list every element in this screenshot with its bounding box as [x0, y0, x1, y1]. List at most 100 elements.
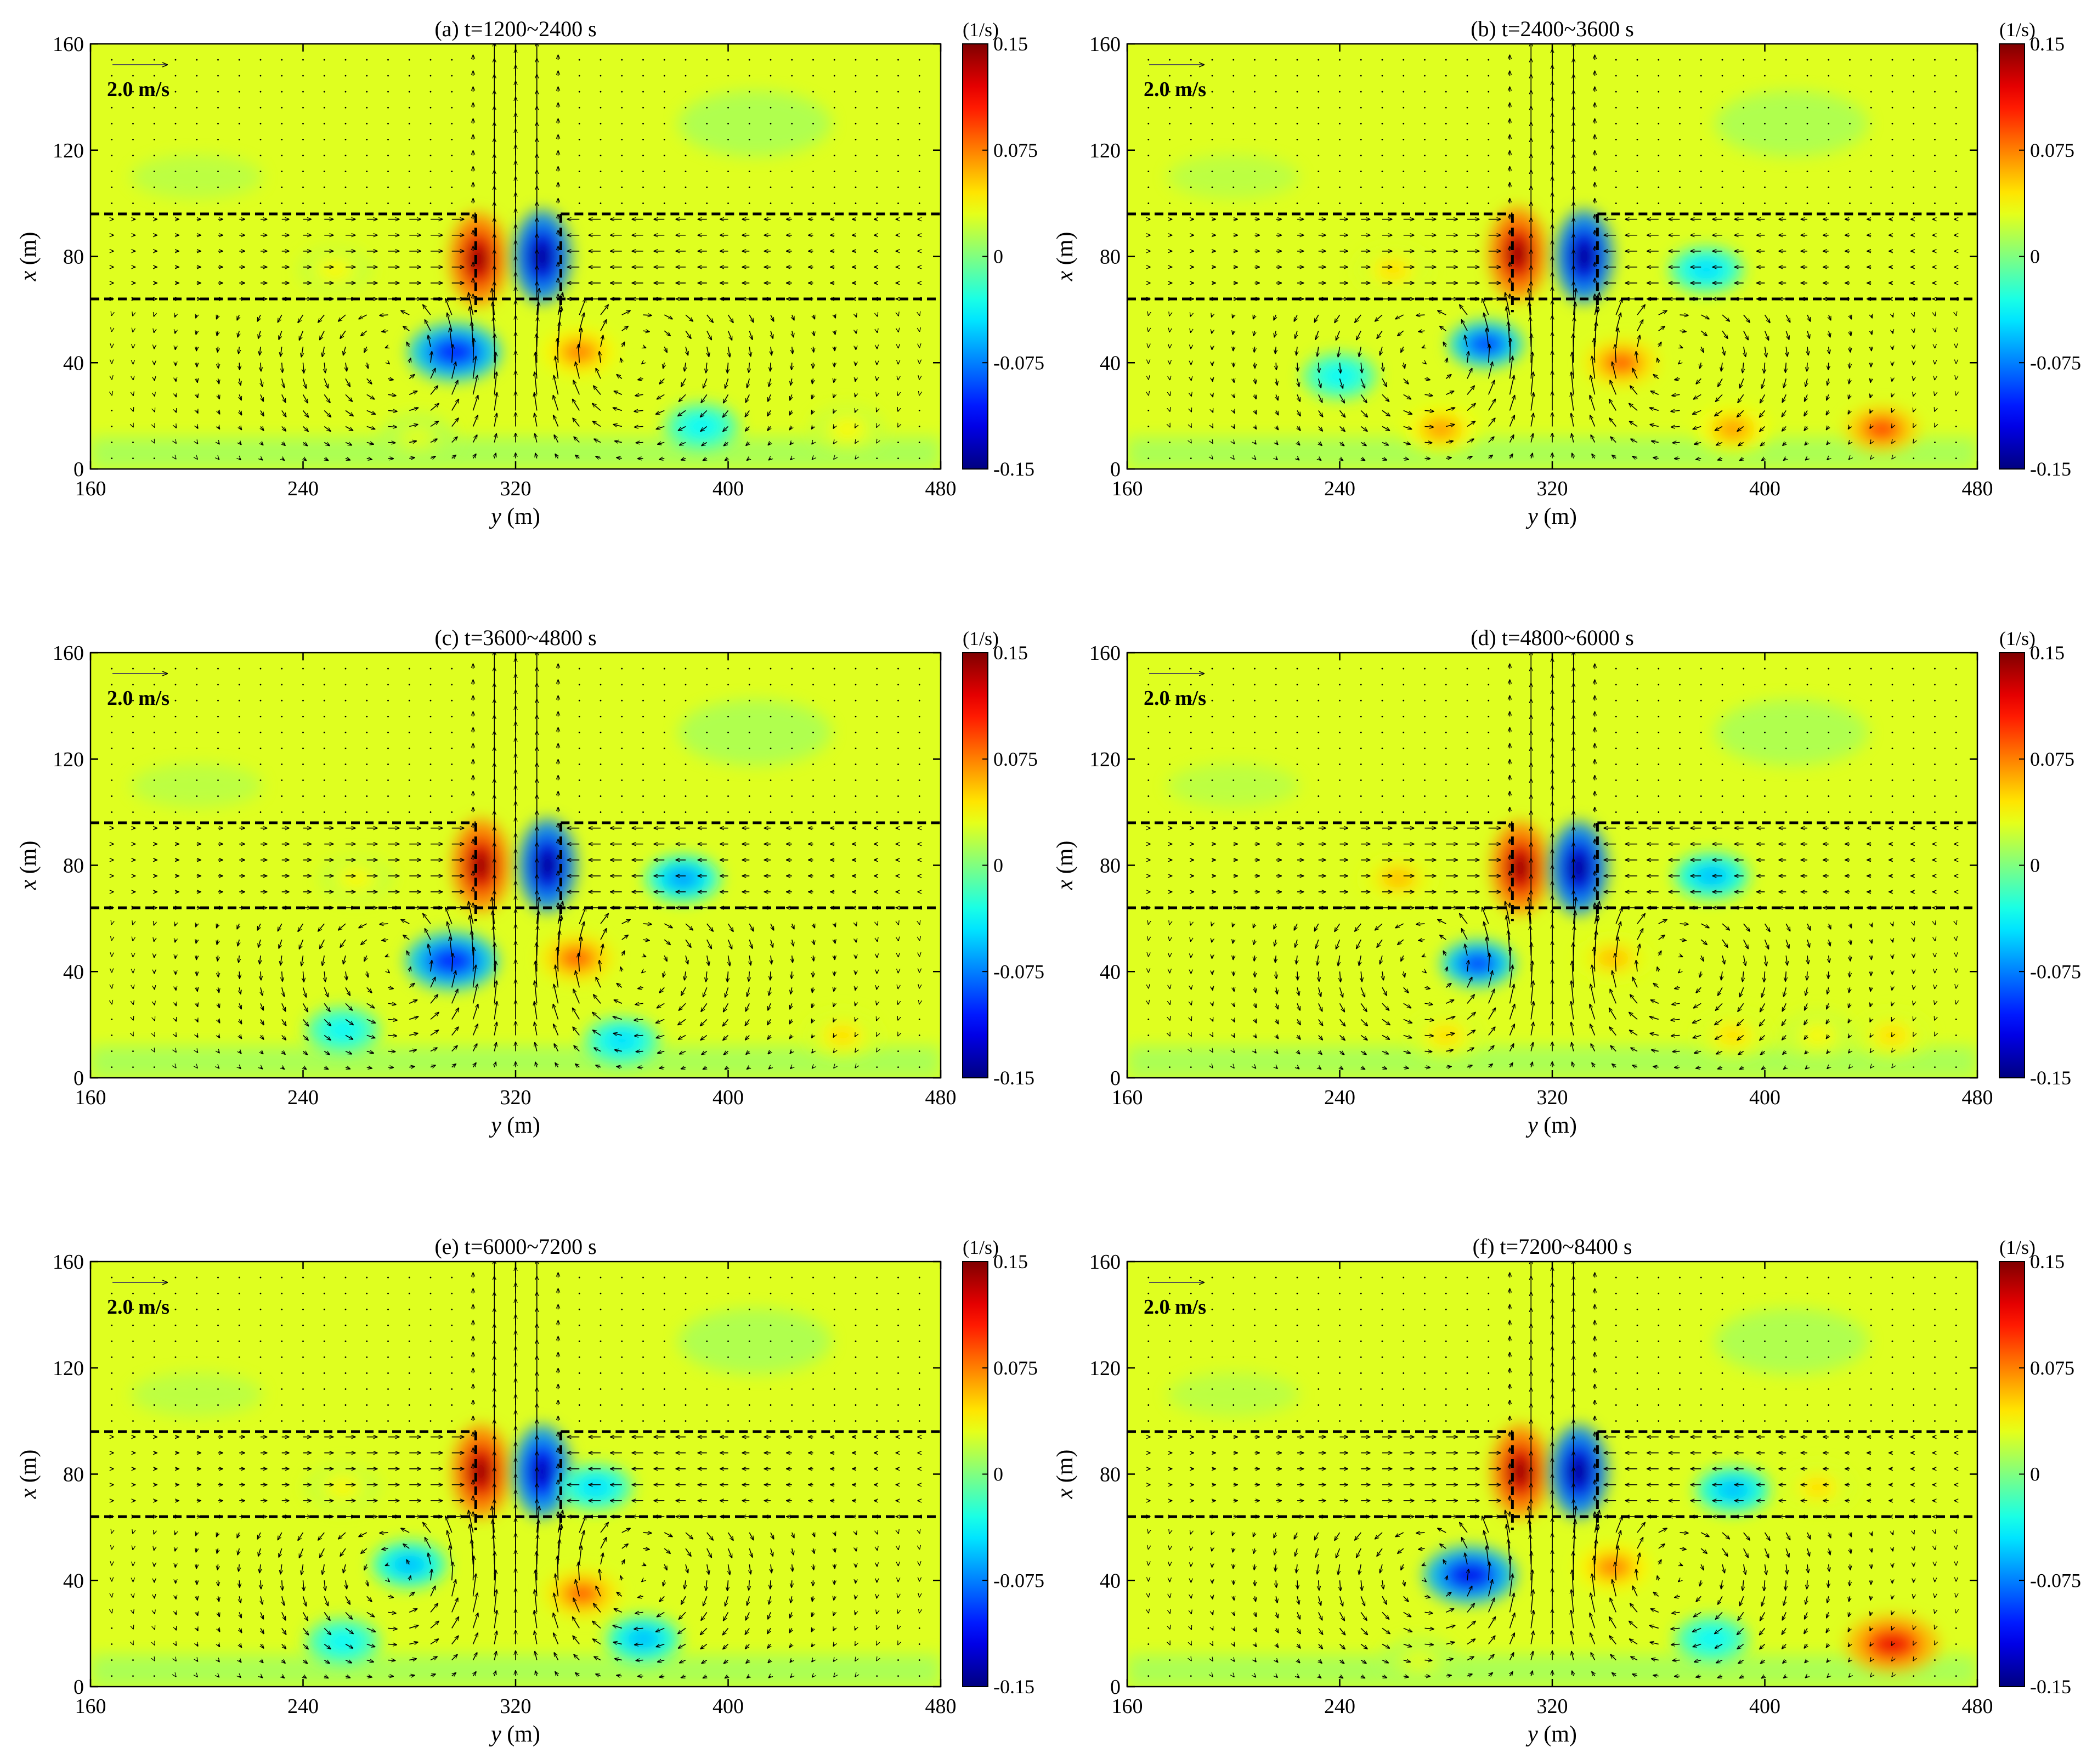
vector-arrow: [770, 971, 771, 980]
vector-dot: [387, 155, 389, 156]
vector-dot: [111, 1034, 113, 1036]
vector-dot: [1615, 715, 1617, 717]
vector-arrow: [303, 443, 308, 446]
vector-dot: [1275, 75, 1277, 77]
vector-dot: [706, 779, 708, 781]
colorbar-tick-label: -0.075: [993, 352, 1044, 374]
vector-arrow: [877, 924, 878, 925]
vector-dot: [1785, 122, 1787, 125]
vector-dot: [366, 1356, 368, 1358]
colorbar-tick-label: 0.075: [993, 748, 1038, 770]
vector-dot: [1488, 155, 1490, 156]
vector-arrow: [812, 443, 813, 444]
vector-dot: [727, 683, 729, 686]
vector-dot: [1254, 59, 1256, 61]
vector-dot: [642, 715, 644, 717]
vector-dot: [1785, 59, 1787, 61]
vortex: [1781, 1012, 1855, 1059]
vector-arrow: [579, 313, 584, 331]
vortex-core: [831, 1028, 853, 1042]
vector-dot: [1296, 75, 1298, 77]
vector-dot: [323, 1340, 325, 1342]
vector-dot: [1424, 155, 1426, 156]
vector-dot: [918, 457, 920, 460]
vector-dot: [408, 1292, 410, 1294]
vector-arrow: [494, 372, 496, 395]
vector-dot: [1190, 764, 1192, 765]
vector-dot: [748, 138, 750, 140]
vector-dot: [429, 1356, 432, 1358]
vector-arrow: [239, 394, 241, 400]
vector-dot: [1466, 138, 1468, 140]
vector-dot: [1254, 668, 1256, 670]
vector-arrow: [855, 1067, 856, 1068]
vector-dot: [387, 91, 389, 93]
vector-dot: [918, 122, 920, 125]
vector-dot: [366, 779, 368, 781]
vector-dot: [259, 122, 262, 125]
vector-dot: [174, 138, 177, 140]
vector-dot: [1955, 699, 1957, 702]
vector-dot: [770, 91, 772, 93]
vector-dot: [1211, 75, 1213, 77]
vector-dot: [600, 202, 602, 205]
vector-arrow: [388, 410, 397, 411]
vector-dot: [1934, 155, 1936, 156]
vector-dot: [706, 668, 708, 670]
vector-dot: [1955, 106, 1957, 109]
vector-dot: [1147, 811, 1150, 813]
vector-dot: [600, 699, 602, 702]
vector-dot: [1806, 811, 1808, 813]
vector-dot: [1849, 747, 1851, 749]
vector-dot: [1764, 731, 1766, 733]
vector-arrow: [574, 437, 580, 443]
y-tick-label: 160: [53, 642, 84, 665]
vector-dot: [196, 1356, 198, 1358]
vector-dot: [1381, 731, 1383, 733]
vector-dot: [1913, 715, 1915, 717]
vector-dot: [578, 138, 580, 140]
vector-dot: [408, 106, 410, 109]
vector-dot: [1636, 811, 1638, 813]
vector-dot: [1679, 138, 1681, 140]
vortex-core: [470, 245, 487, 273]
vector-arrow: [747, 459, 750, 461]
vector-dot: [302, 75, 304, 77]
vector-dot: [642, 91, 644, 93]
vector-dot: [1169, 171, 1171, 172]
vector-dot: [1891, 59, 1893, 61]
vector-dot: [748, 59, 750, 61]
vector-dot: [132, 1372, 134, 1374]
vector-dot: [1764, 138, 1766, 140]
vector-dot: [642, 779, 644, 781]
vector-dot: [217, 1308, 219, 1310]
vector-dot: [1466, 683, 1468, 686]
vector-dot: [132, 138, 134, 140]
vector-dot: [663, 155, 665, 156]
vector-dot: [408, 747, 410, 749]
vector-dot: [1785, 731, 1787, 733]
vector-dot: [1913, 171, 1915, 172]
vector-dot: [1466, 715, 1468, 717]
vector-dot: [1339, 186, 1341, 188]
vector-dot: [663, 715, 665, 717]
vector-dot: [1913, 202, 1915, 205]
vector-arrow: [656, 410, 665, 414]
vector-dot: [408, 1308, 410, 1310]
vector-dot: [1785, 138, 1787, 140]
vector-dot: [132, 683, 134, 686]
vector-dot: [1381, 202, 1383, 205]
vector-dot: [1806, 731, 1808, 733]
vector-dot: [1275, 764, 1277, 765]
vector-dot: [1254, 186, 1256, 188]
vector-dot: [1891, 106, 1893, 109]
vector-dot: [323, 91, 325, 93]
vortex-core: [345, 872, 367, 886]
vector-dot: [685, 668, 687, 670]
vector-dot: [876, 731, 878, 733]
vector-dot: [281, 91, 283, 93]
vector-dot: [1721, 715, 1723, 717]
vector-dot: [1785, 75, 1787, 77]
vector-dot: [132, 779, 134, 781]
vector-arrow: [175, 940, 176, 942]
